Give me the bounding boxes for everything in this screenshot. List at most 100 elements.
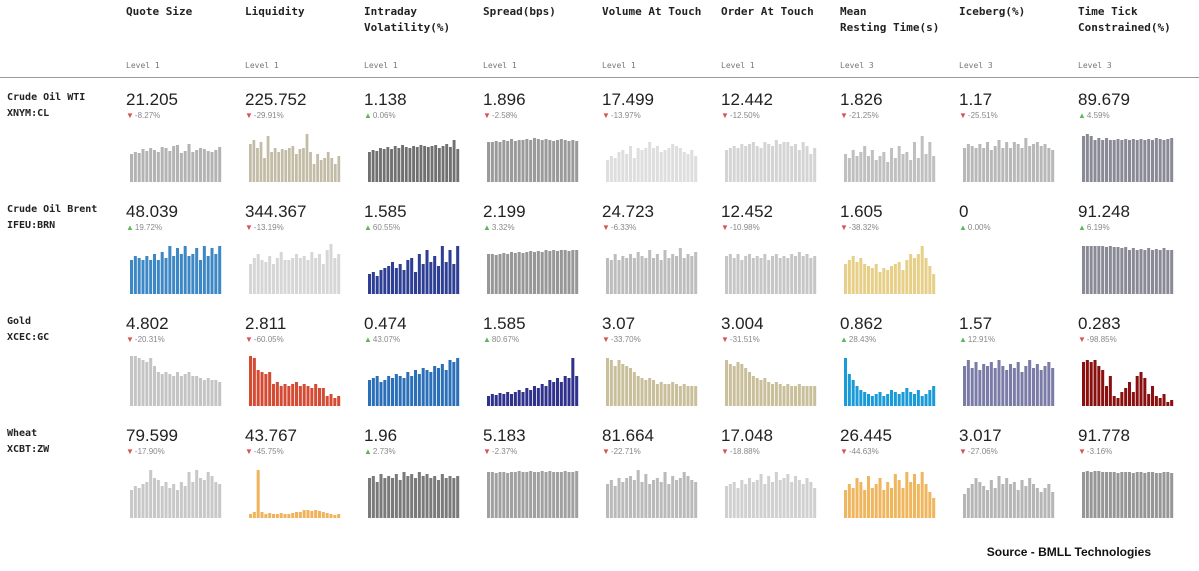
sparkline-bar [441, 146, 445, 182]
sparkline-bar [736, 254, 740, 294]
change-percent: 28.43% [848, 335, 877, 344]
sparkline-bar [153, 150, 157, 182]
sparkline-bar [1112, 140, 1116, 182]
sparkline-bar [1105, 472, 1109, 518]
sparkline-bar [755, 480, 759, 518]
metric-cell: 0.283 ▼-98.85% [1078, 314, 1190, 422]
sparkline-bar [1143, 250, 1147, 294]
sparkline-bar [1128, 472, 1132, 518]
sparkline-bar [794, 386, 798, 406]
row-label-wheat: Wheat XCBT:ZW [7, 426, 49, 458]
sparkline-bar [809, 386, 813, 406]
sparkline-bar [249, 144, 252, 182]
sparkline-bar [325, 513, 329, 518]
sparkline-bar [256, 254, 260, 294]
sparkline-bar [502, 140, 506, 182]
sparkline-bar [305, 134, 309, 182]
sparkline-bar [268, 372, 272, 406]
sparkline-bar [1001, 366, 1005, 406]
sparkline-bar [1151, 472, 1155, 518]
sparkline-bar [452, 140, 456, 182]
sparkline-bar [410, 258, 414, 294]
metric-value: 3.004 [721, 314, 764, 333]
sparkline-bar [751, 142, 755, 182]
sparkline-bar-chart [130, 356, 222, 406]
sparkline-bar [989, 150, 993, 182]
sparkline-bar [920, 246, 924, 294]
sparkline-bar [533, 252, 537, 294]
sparkline-bar [521, 472, 525, 518]
sparkline-bar [632, 480, 636, 518]
sparkline-bar [202, 149, 206, 182]
sparkline-bar [513, 392, 517, 406]
sparkline-bar [932, 386, 936, 406]
sparkline-bar [153, 254, 157, 294]
sparkline-bar [844, 490, 848, 518]
sparkline-bar-chart [1082, 471, 1174, 518]
sparkline-bar [306, 386, 310, 406]
sparkline-bar [1039, 492, 1043, 518]
sparkline-bar [183, 486, 187, 518]
sparkline-bar [740, 260, 744, 294]
sparkline-bar [748, 372, 752, 406]
sparkline-bar [279, 513, 283, 518]
metric-value: 4.802 [126, 314, 169, 333]
sparkline-bar [878, 156, 882, 182]
sparkline-bar [506, 473, 510, 518]
metric-value: 3.07 [602, 314, 636, 333]
sparkline-bar [529, 471, 533, 518]
up-arrow-icon: ▲ [1078, 223, 1086, 232]
sparkline-bar [855, 262, 859, 294]
sparkline-bar-chart [844, 136, 936, 182]
row-label-crude-oil-wti: Crude Oil WTI XNYM:CL [7, 90, 85, 122]
sparkline-bar [517, 471, 521, 518]
metric-value: 1.826 [840, 90, 883, 109]
sparkline-bar [272, 514, 276, 518]
sparkline-bar [1009, 364, 1013, 406]
sparkline-bar [1135, 250, 1139, 294]
sparkline-bar [1085, 471, 1089, 518]
sparkline-bar [164, 482, 168, 518]
change-percent: 12.91% [967, 335, 996, 344]
sparkline-bar [1151, 250, 1155, 294]
sparkline-bar [437, 480, 441, 518]
sparkline-bar [1135, 140, 1139, 182]
sparkline-bar [256, 470, 260, 518]
sparkline-bar [214, 254, 218, 294]
sparkline-bar [897, 146, 901, 182]
sparkline-bar [629, 476, 633, 518]
sparkline-bar [1105, 386, 1109, 406]
sparkline-bar [1005, 142, 1009, 182]
change-percent: 0.00% [967, 223, 991, 232]
sparkline-bar [1120, 472, 1124, 518]
metric-value: 1.605 [840, 202, 883, 221]
sparkline-bar [141, 484, 145, 518]
sparkline-bar [905, 472, 909, 518]
sparkline-bar [252, 140, 256, 182]
sparkline-bar [333, 515, 337, 518]
sparkline-bar [667, 148, 671, 182]
column-header-spread: Spread(bps) [483, 5, 556, 18]
sparkline-bar [130, 356, 134, 406]
sparkline-bar [314, 384, 318, 406]
metric-cell: 0.474 ▲43.07% [364, 314, 476, 422]
column-header-volume-at-touch: Volume At Touch [602, 5, 702, 18]
metric-cell: 4.802 ▼-20.31% [126, 314, 238, 422]
sparkline-bar [790, 146, 794, 182]
sparkline-bar [1093, 246, 1097, 294]
sparkline-bar [640, 378, 644, 406]
sparkline-bar [417, 472, 421, 518]
sparkline-bar [437, 148, 441, 182]
sparkline-bar [433, 366, 437, 406]
metric-value: 1.17 [959, 90, 993, 109]
sparkline-bar [859, 482, 863, 518]
sparkline-bar [559, 472, 563, 518]
sparkline-bar [544, 386, 548, 406]
sparkline-bar [963, 148, 967, 182]
sparkline-bar [636, 376, 640, 406]
sparkline-bar [164, 372, 168, 406]
metric-value: 5.183 [483, 426, 526, 445]
sparkline-bar [771, 256, 775, 294]
sparkline-bar [809, 482, 813, 518]
sparkline-bar [544, 472, 548, 518]
